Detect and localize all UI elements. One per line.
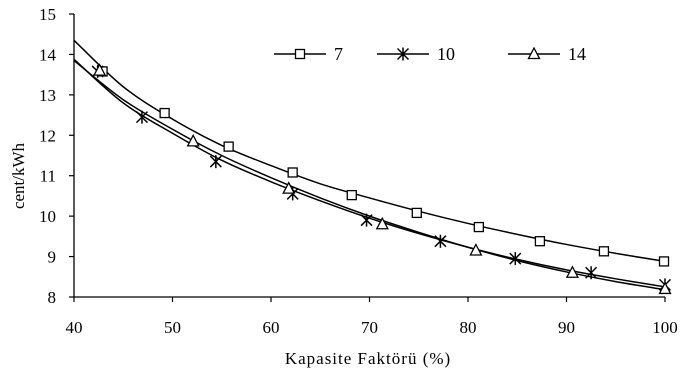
legend: 7 10 14 (274, 44, 586, 64)
data-point-10 (209, 155, 222, 169)
y-tick-label: 9 (48, 248, 57, 267)
data-point-14 (469, 243, 483, 256)
legend-marker (527, 46, 541, 60)
legend-item-14: 14 (508, 44, 586, 64)
legend-label: 10 (437, 44, 455, 64)
legend-item-10: 10 (377, 44, 455, 64)
x-tick-label: 60 (263, 318, 280, 337)
y-tick-label: 8 (48, 288, 57, 307)
x-axis-ticks: 40 50 60 70 80 90 100 (66, 297, 678, 337)
legend-label: 7 (334, 44, 343, 64)
series-10 (73, 58, 672, 292)
series-line-10 (73, 58, 666, 288)
legend-marker (396, 47, 410, 61)
data-point-7 (411, 207, 422, 219)
y-tick-label: 11 (40, 167, 56, 186)
y-axis-title: cent/kWh (9, 142, 28, 209)
data-point-14 (658, 281, 672, 295)
y-axis-ticks: 8 9 10 11 12 13 14 15 (39, 5, 74, 307)
y-tick-label: 13 (39, 86, 56, 105)
series-7 (73, 39, 670, 267)
data-point-7 (473, 221, 484, 233)
series-14 (73, 59, 672, 295)
data-point-7 (223, 141, 234, 152)
data-point-14 (186, 133, 200, 147)
data-point-14 (282, 181, 296, 194)
x-tick-label: 90 (558, 318, 575, 337)
y-tick-label: 14 (39, 45, 57, 64)
x-tick-label: 40 (66, 318, 83, 337)
x-tick-label: 100 (652, 318, 678, 337)
x-tick-label: 70 (361, 318, 378, 337)
x-tick-label: 50 (164, 318, 181, 337)
data-point-7 (534, 236, 546, 247)
legend-label: 14 (568, 44, 586, 64)
data-point-10 (509, 252, 522, 266)
x-tick-label: 80 (460, 318, 477, 337)
series-layer (73, 39, 672, 295)
y-tick-label: 10 (39, 207, 56, 226)
x-axis-title: Kapasite Faktörü (%) (285, 349, 451, 368)
data-point-14 (375, 216, 389, 230)
series-line-14 (73, 59, 666, 291)
legend-item-7: 7 (274, 44, 343, 64)
data-point-14 (93, 63, 107, 76)
data-point-7 (598, 246, 610, 257)
series-line-7 (73, 39, 666, 263)
legend-marker (294, 48, 306, 60)
data-point-14 (565, 265, 579, 278)
data-point-7 (159, 107, 170, 119)
data-point-7 (658, 256, 670, 267)
data-point-7 (346, 189, 357, 201)
y-tick-label: 15 (39, 5, 56, 24)
data-point-7 (287, 167, 298, 178)
y-tick-label: 12 (39, 126, 56, 145)
